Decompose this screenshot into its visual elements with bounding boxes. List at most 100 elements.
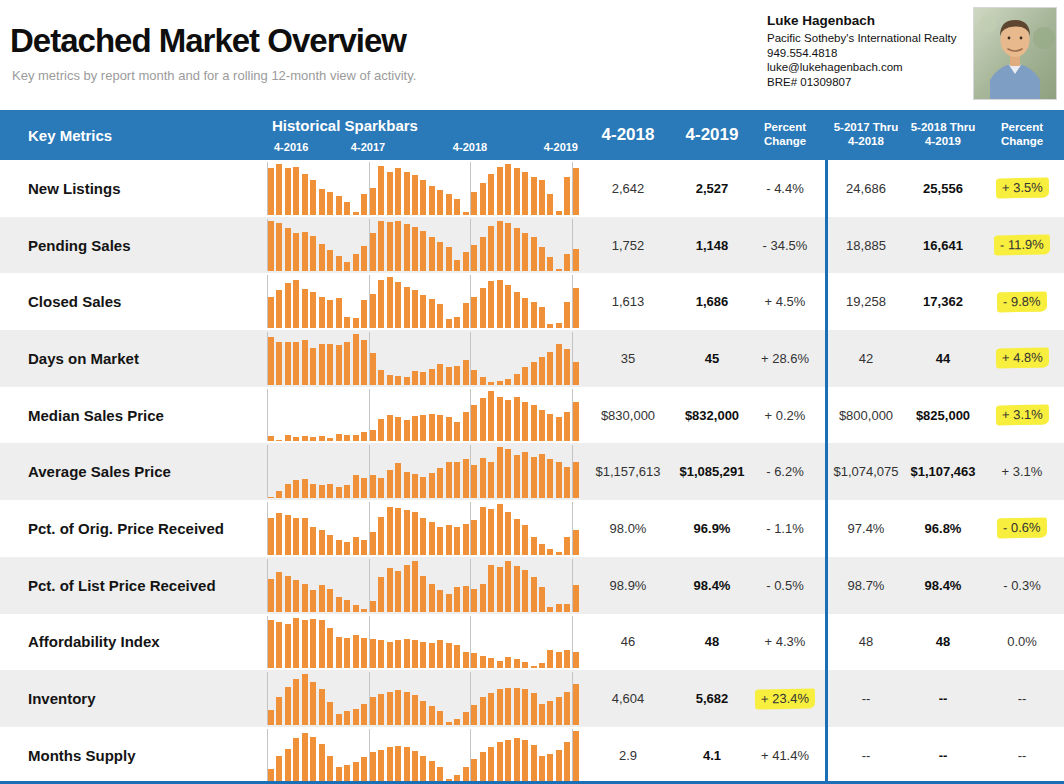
sparkbar-bar	[387, 415, 393, 441]
sparkbar-bar	[302, 436, 308, 441]
sparkbar-bar	[276, 697, 282, 725]
metric-row: Affordability Index4648+ 4.3%48480.0%	[0, 614, 1064, 671]
sparkbar-bar	[353, 537, 359, 555]
sparkbar-bar	[344, 317, 350, 328]
sparkbar-bar	[522, 402, 528, 442]
sparkbar-bar	[471, 520, 477, 554]
header-col-label: 5-2017 Thru	[826, 121, 906, 135]
sparkbar-bar	[293, 580, 299, 611]
sparkbar-bar	[327, 438, 333, 441]
sparkbar-bar	[437, 711, 443, 725]
sparkbar-bar	[564, 650, 570, 668]
sparkbar-bar	[404, 287, 410, 329]
sparkbar-bar	[480, 288, 486, 329]
sparkbar-bar	[412, 371, 418, 385]
sparkbar-bar	[454, 645, 460, 668]
sparkbar-bar	[353, 605, 359, 611]
sparkbar-bar	[480, 584, 486, 612]
header-col-label: 4-2019	[676, 125, 748, 145]
agent-email: luke@lukehagenbach.com	[767, 60, 967, 75]
value-m-pct: - 0.5%	[766, 578, 804, 593]
value-r-pct: - 11.9%	[994, 235, 1050, 256]
sparkbar-bar	[302, 620, 308, 668]
sparkbar-bar	[319, 530, 325, 554]
sparkbar-bar	[327, 484, 333, 498]
value-r-pct: - 0.3%	[1003, 578, 1041, 593]
value-r-pct: 0.0%	[1007, 634, 1037, 649]
sparkbar-bar	[480, 656, 486, 669]
value-r-curr: $1,107,463	[910, 464, 975, 479]
value-m-prev: $1,157,613	[595, 464, 660, 479]
sparkbar-bar	[344, 600, 350, 611]
sparkbar-bar	[268, 769, 274, 782]
value-m-curr: 1,686	[696, 294, 729, 309]
sparkbar-bar	[395, 282, 401, 328]
sparkbar-bar	[429, 414, 435, 442]
sparkbar-bar	[276, 756, 282, 781]
sparkbar-bar	[361, 432, 367, 441]
sparkbar-bar	[268, 620, 274, 668]
sparkbar-bar	[429, 473, 435, 498]
header-col-label: Percent	[980, 121, 1064, 135]
sparkbar-bar	[564, 302, 570, 328]
sparkbar-bar	[310, 527, 316, 555]
sparkbar-bar	[514, 519, 520, 554]
sparkbar-bar	[327, 589, 333, 612]
header-col-label: Change	[748, 135, 822, 149]
sparkbar-bar	[514, 397, 520, 442]
sparkbar-bar	[505, 285, 511, 328]
sparkbar-bar	[497, 504, 503, 555]
sparkbar-bar	[505, 400, 511, 442]
sparkbar-bar	[285, 228, 291, 271]
sparkbar-bar	[336, 345, 342, 385]
sparkbar-bar	[310, 619, 316, 668]
sparkbar-bar	[556, 697, 562, 725]
sparkbar-bar	[361, 757, 367, 781]
sparkbar-bar	[531, 577, 537, 611]
header-sparkbars-title: Historical Sparkbars	[272, 117, 418, 134]
sparkbar-bar	[310, 180, 316, 214]
page-subtitle: Key metrics by report month and for a ro…	[12, 68, 416, 83]
agent-name: Luke Hagenbach	[767, 13, 967, 28]
value-r-curr: --	[939, 748, 948, 763]
sparkbar-bar	[454, 366, 460, 385]
sparkbar-bar	[302, 518, 308, 554]
value-r-prev: 24,686	[846, 181, 886, 196]
sparkbar-bar	[319, 585, 325, 611]
sparkbar-bar	[293, 518, 299, 554]
sparkbar-bar	[539, 756, 545, 781]
value-m-pct: + 28.6%	[761, 351, 809, 366]
metric-row: Days on Market3545+ 28.6%4244+ 4.8%	[0, 330, 1064, 387]
value-m-curr: 48	[705, 634, 719, 649]
sparkbar-bar	[497, 567, 503, 612]
page-title: Detached Market Overview	[10, 22, 406, 60]
metric-label: Affordability Index	[28, 633, 160, 650]
header-key-metrics: Key Metrics	[28, 110, 112, 160]
metric-label: Pct. of Orig. Price Received	[28, 520, 224, 537]
sparkbar-bar	[471, 297, 477, 328]
sparkbar-bar	[310, 737, 316, 782]
sparkbar-bar	[420, 642, 426, 668]
value-m-prev: 98.9%	[610, 578, 647, 593]
sparkbar-bar	[404, 472, 410, 498]
sparkbar-bar	[573, 249, 579, 272]
sparkbar-bar	[446, 194, 452, 214]
sparkbar-bar	[327, 535, 333, 555]
sparkbar-bar	[531, 693, 537, 724]
value-r-prev: 98.7%	[848, 578, 885, 593]
sparkbar-bar	[285, 515, 291, 555]
metric-row: Inventory4,6045,682+ 23.4%------	[0, 670, 1064, 727]
sparkbar-bar	[429, 706, 435, 725]
sparkbar-bar	[505, 561, 511, 612]
sparkbar-bar	[395, 376, 401, 385]
sparkbar-chart	[267, 217, 580, 274]
header-col-label: 4-2018	[580, 125, 676, 145]
sparkbar-bar	[505, 449, 511, 498]
sparkbar-bar	[531, 666, 537, 669]
sparkbar-bar	[488, 382, 494, 385]
header-col-month-curr: 4-2019	[676, 110, 748, 160]
metric-label: Pending Sales	[28, 237, 131, 254]
sparkbar-bar	[522, 570, 528, 612]
sparkbar-bar	[463, 586, 469, 611]
sparkbar-bar	[437, 767, 443, 781]
